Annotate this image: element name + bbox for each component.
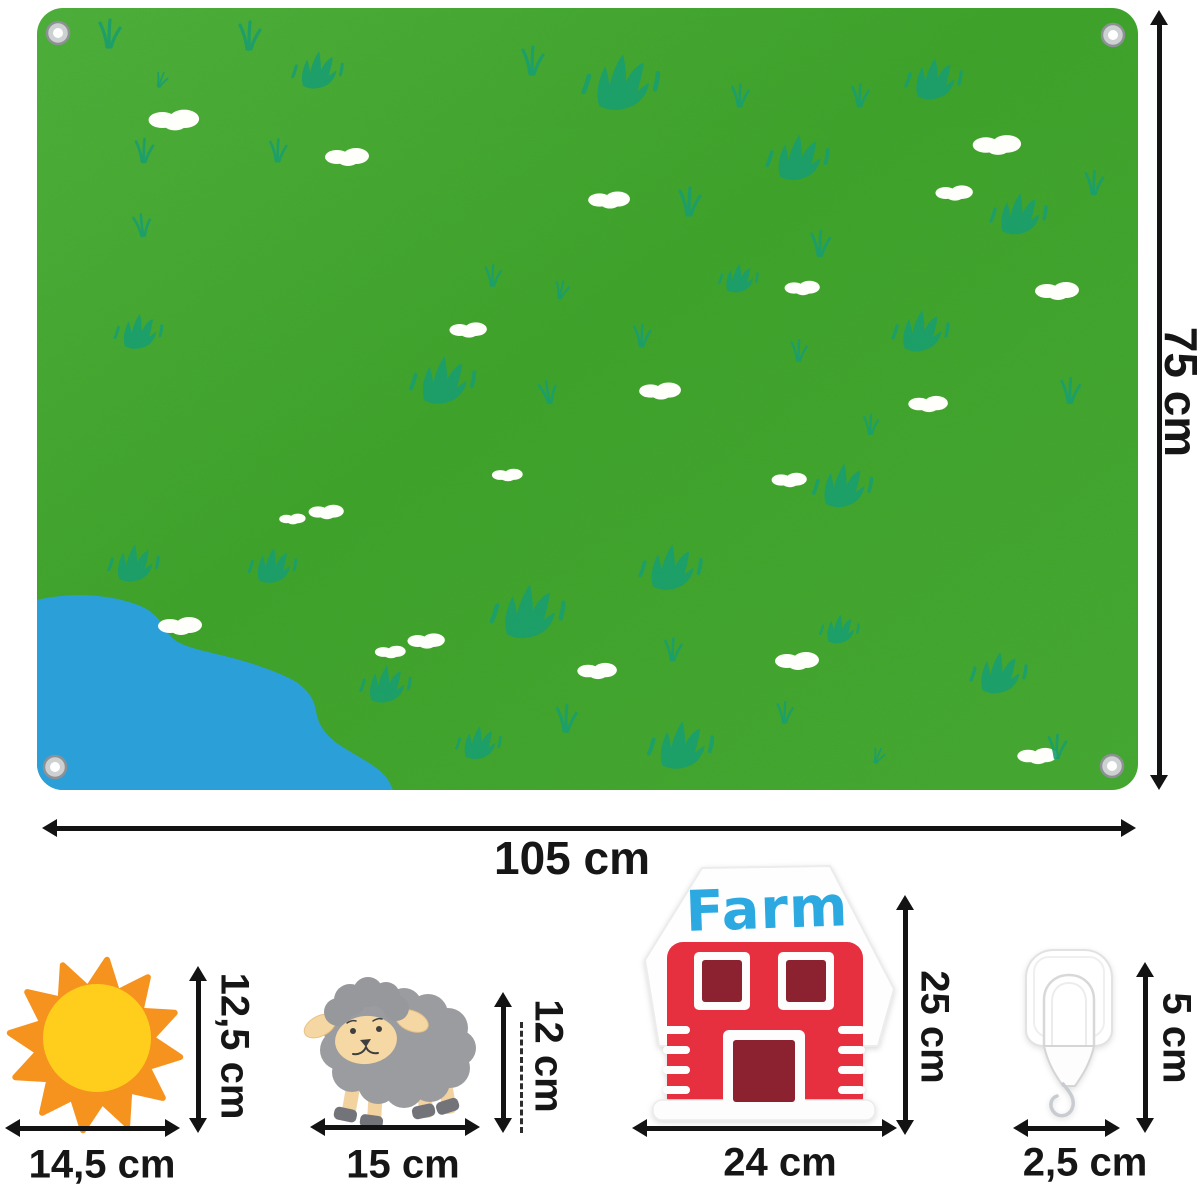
sheep-face-features: [346, 1017, 383, 1056]
sun-felt-piece: [6, 956, 184, 1134]
mat-width-label: 105 cm: [493, 832, 651, 884]
sun-height-label: 12,5 cm: [212, 972, 257, 1120]
farmhouse-width-arrow: [632, 1119, 897, 1137]
farmhouse-width-label: 24 cm: [723, 1140, 837, 1185]
farmhouse-side-stripes: [663, 1026, 865, 1094]
farmhouse-windows: [694, 952, 834, 1010]
grommet-icon: [1100, 22, 1126, 48]
sun-width-label: 14,5 cm: [28, 1142, 176, 1187]
sheep-felt-piece: [303, 977, 476, 1129]
hook-groove: [1042, 973, 1096, 1046]
sheep-height-label: 12 cm: [526, 999, 571, 1113]
mat-height-arrow: [1150, 10, 1168, 790]
farmhouse-door: [723, 1030, 805, 1110]
sun-core: [43, 984, 151, 1092]
sheep-width-arrow: [310, 1118, 480, 1136]
grommet-icon: [1099, 753, 1125, 779]
sun-height-arrow: [189, 966, 207, 1133]
grommet-icon: [45, 20, 71, 46]
hook-height-arrow: [1136, 962, 1154, 1133]
hook-height-label: 5 cm: [1154, 992, 1199, 1084]
felt-mat: [37, 8, 1138, 790]
hook-curl: [1049, 1082, 1076, 1118]
sheep-height-dashed-line: [520, 1022, 523, 1133]
farmhouse-height-label: 25 cm: [912, 970, 957, 1084]
hook-width-arrow: [1013, 1119, 1120, 1137]
farmhouse-height-arrow: [896, 895, 914, 1135]
hook-stem: [1042, 1045, 1096, 1087]
hook-width-label: 2,5 cm: [1022, 1140, 1148, 1185]
mat-width-arrow: [42, 819, 1136, 837]
sheep-height-arrow: [494, 992, 512, 1133]
adhesive-hook: [1025, 949, 1113, 1118]
grommets: [42, 20, 1126, 780]
sheep-head-wool: [324, 977, 409, 1026]
mat-height-label: 75 cm: [1155, 326, 1200, 458]
grommet-icon: [42, 754, 68, 780]
sheep-width-label: 15 cm: [346, 1142, 460, 1187]
sun-width-arrow: [5, 1119, 180, 1137]
farmhouse-sign-text: Farm: [685, 874, 850, 945]
pond: [37, 595, 393, 790]
farmhouse-felt-piece: Farm: [644, 865, 895, 1121]
